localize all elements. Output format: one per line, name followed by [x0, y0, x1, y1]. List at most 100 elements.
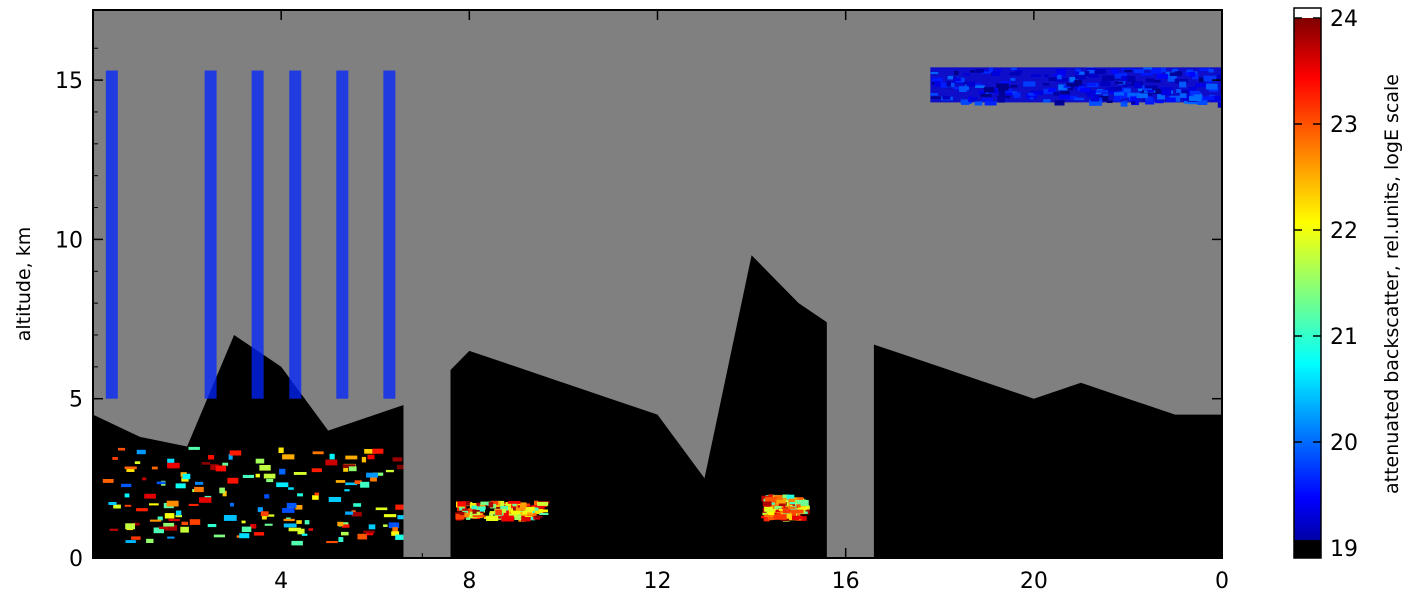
low-cloud-cell	[168, 518, 180, 522]
cirrus-cell	[1033, 92, 1042, 95]
low-cloud-cell	[512, 502, 517, 507]
cirrus-cell	[1044, 74, 1049, 78]
low-cloud-cell	[520, 502, 527, 509]
profile-column	[105, 70, 118, 399]
cirrus-cell	[1056, 69, 1066, 75]
cirrus-cell	[1060, 91, 1070, 95]
cirrus-cell	[963, 73, 970, 76]
cirrus-cell	[1114, 92, 1127, 99]
cirrus-cell	[933, 81, 942, 87]
x-tick-label: 12	[644, 569, 672, 594]
x-tick-label: 0	[1215, 569, 1229, 594]
low-cloud-cell	[167, 462, 180, 469]
low-cloud-cell	[201, 462, 210, 465]
low-cloud-cell	[312, 451, 324, 455]
low-cloud-cell	[297, 493, 303, 497]
low-cloud-cell	[500, 505, 508, 511]
cirrus-cell	[1157, 94, 1165, 100]
cirrus-cell	[1121, 75, 1128, 81]
cirrus-cell	[1042, 83, 1050, 86]
y-tick-label: 5	[69, 388, 83, 413]
cirrus-cell	[947, 75, 954, 80]
low-cloud-cell	[342, 464, 356, 468]
low-cloud-cell	[798, 503, 806, 509]
low-cloud-cell	[207, 524, 217, 528]
low-cloud-cell	[344, 489, 350, 492]
low-cloud-cell	[125, 523, 135, 530]
colorbar-gradient	[1294, 18, 1321, 558]
low-cloud-cell	[118, 447, 126, 451]
low-cloud-cell	[151, 466, 158, 470]
low-cloud-cell	[486, 515, 499, 521]
low-cloud-cell	[134, 461, 141, 464]
no-data-interval	[826, 10, 874, 558]
y-tick-label: 10	[55, 228, 83, 253]
low-cloud-cell	[396, 464, 405, 470]
low-cloud-cell	[796, 497, 804, 501]
low-cloud-cell	[229, 450, 242, 456]
low-cloud-cell	[457, 501, 466, 507]
low-cloud-cell	[204, 495, 212, 499]
low-cloud-cell	[175, 515, 182, 518]
cirrus-cell	[1184, 100, 1191, 104]
low-cloud-cell	[181, 477, 189, 482]
low-cloud-cell	[227, 477, 239, 484]
cirrus-cell	[1102, 75, 1115, 81]
low-cloud-cell	[495, 509, 502, 516]
low-cloud-cell	[505, 502, 512, 507]
heatmap-marks	[93, 10, 1222, 558]
cirrus-cell	[1086, 67, 1096, 70]
low-cloud-cell	[131, 536, 141, 540]
low-cloud-cell	[468, 508, 476, 514]
low-cloud-cell	[338, 537, 344, 542]
cirrus-cell	[966, 81, 976, 87]
cirrus-cell	[1078, 71, 1085, 76]
low-cloud-cell	[511, 510, 521, 515]
cirrus-cell	[1074, 71, 1080, 74]
cirrus-cell	[1216, 74, 1222, 80]
low-cloud-cell	[326, 541, 338, 544]
y-tick-label: 0	[69, 547, 83, 572]
low-cloud-cell	[791, 509, 804, 514]
low-cloud-cell	[368, 524, 376, 530]
low-cloud-cell	[472, 509, 477, 514]
cirrus-cell	[1105, 87, 1116, 92]
low-cloud-cell	[501, 515, 514, 522]
low-cloud-cell	[789, 498, 800, 505]
colorbar-over	[1294, 8, 1321, 18]
cirrus-cell	[1144, 85, 1158, 89]
low-cloud-cell	[278, 447, 284, 453]
low-cloud-cell	[126, 466, 135, 472]
low-cloud-cell	[342, 524, 350, 528]
low-cloud-cell	[222, 490, 227, 497]
low-cloud-cell	[260, 511, 269, 517]
low-cloud-cell	[124, 493, 130, 498]
low-cloud-cell	[264, 494, 270, 499]
low-cloud-cell	[108, 502, 117, 505]
low-cloud-cell	[370, 475, 377, 482]
cirrus-cell	[1124, 69, 1133, 73]
low-cloud-cell	[514, 514, 522, 520]
low-cloud-cell	[149, 503, 159, 506]
low-cloud-cell	[312, 495, 319, 500]
low-cloud-cell	[296, 520, 302, 524]
cirrus-cell	[975, 69, 984, 73]
low-cloud-cell	[314, 492, 319, 496]
low-cloud-cell	[335, 480, 346, 483]
low-cloud-cell	[341, 531, 349, 536]
cirrus-cell	[1013, 92, 1021, 98]
low-cloud-cell	[199, 497, 212, 503]
cirrus-cell	[932, 77, 943, 82]
low-cloud-cell	[329, 453, 335, 460]
low-cloud-cell	[466, 516, 471, 520]
cirrus-cell	[1198, 77, 1205, 83]
colorbar: 19 20 21 22 23 24	[1293, 7, 1358, 562]
cirrus-cell	[1165, 97, 1176, 103]
low-cloud-cell	[166, 500, 179, 507]
cirrus-cell	[1066, 95, 1078, 100]
profile-column	[383, 70, 396, 399]
colorbar-tick-label: 19	[1330, 537, 1358, 562]
low-cloud-cell	[242, 474, 254, 478]
cirrus-cell	[1143, 67, 1152, 70]
